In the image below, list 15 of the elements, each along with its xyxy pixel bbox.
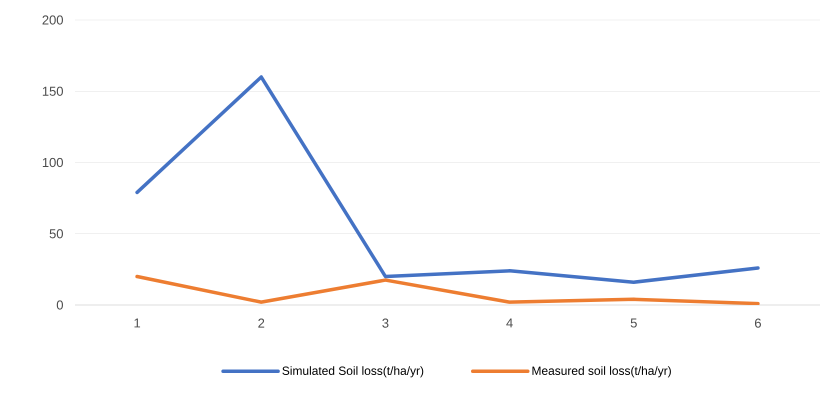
legend-label: Measured soil loss(t/ha/yr)	[532, 366, 671, 378]
line-series	[135, 274, 760, 305]
x-tick-label: 3	[382, 318, 388, 328]
x-tick-label: 2	[258, 318, 264, 328]
x-tick-label: 5	[630, 318, 637, 328]
y-tick-label: 150	[42, 86, 63, 96]
x-tick-label: 6	[754, 318, 761, 328]
x-tick-label: 4	[506, 318, 513, 328]
y-tick-label: 50	[50, 229, 63, 238]
y-tick-label: 200	[42, 15, 63, 25]
line-series	[135, 75, 760, 284]
legend-label: Simulated Soil loss(t/ha/yr)	[282, 366, 424, 378]
y-tick-label: 100	[42, 158, 63, 168]
x-tick-label: 1	[134, 318, 140, 328]
y-tick-label: 0	[56, 300, 63, 310]
